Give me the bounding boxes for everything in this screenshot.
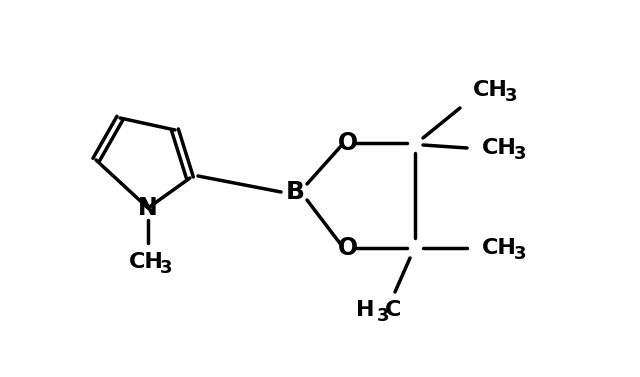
- Text: CH: CH: [481, 238, 516, 258]
- Text: 3: 3: [160, 259, 172, 277]
- Text: CH: CH: [481, 138, 516, 158]
- Text: H: H: [356, 300, 374, 320]
- Text: O: O: [338, 131, 358, 155]
- Text: CH: CH: [472, 80, 508, 100]
- Text: C: C: [385, 300, 401, 320]
- Text: 3: 3: [514, 145, 526, 163]
- Text: 3: 3: [377, 307, 389, 325]
- Text: 3: 3: [505, 87, 517, 105]
- Text: B: B: [285, 180, 305, 204]
- Text: N: N: [138, 196, 158, 220]
- Text: CH: CH: [129, 252, 163, 272]
- Text: O: O: [338, 236, 358, 260]
- Text: 3: 3: [514, 245, 526, 263]
